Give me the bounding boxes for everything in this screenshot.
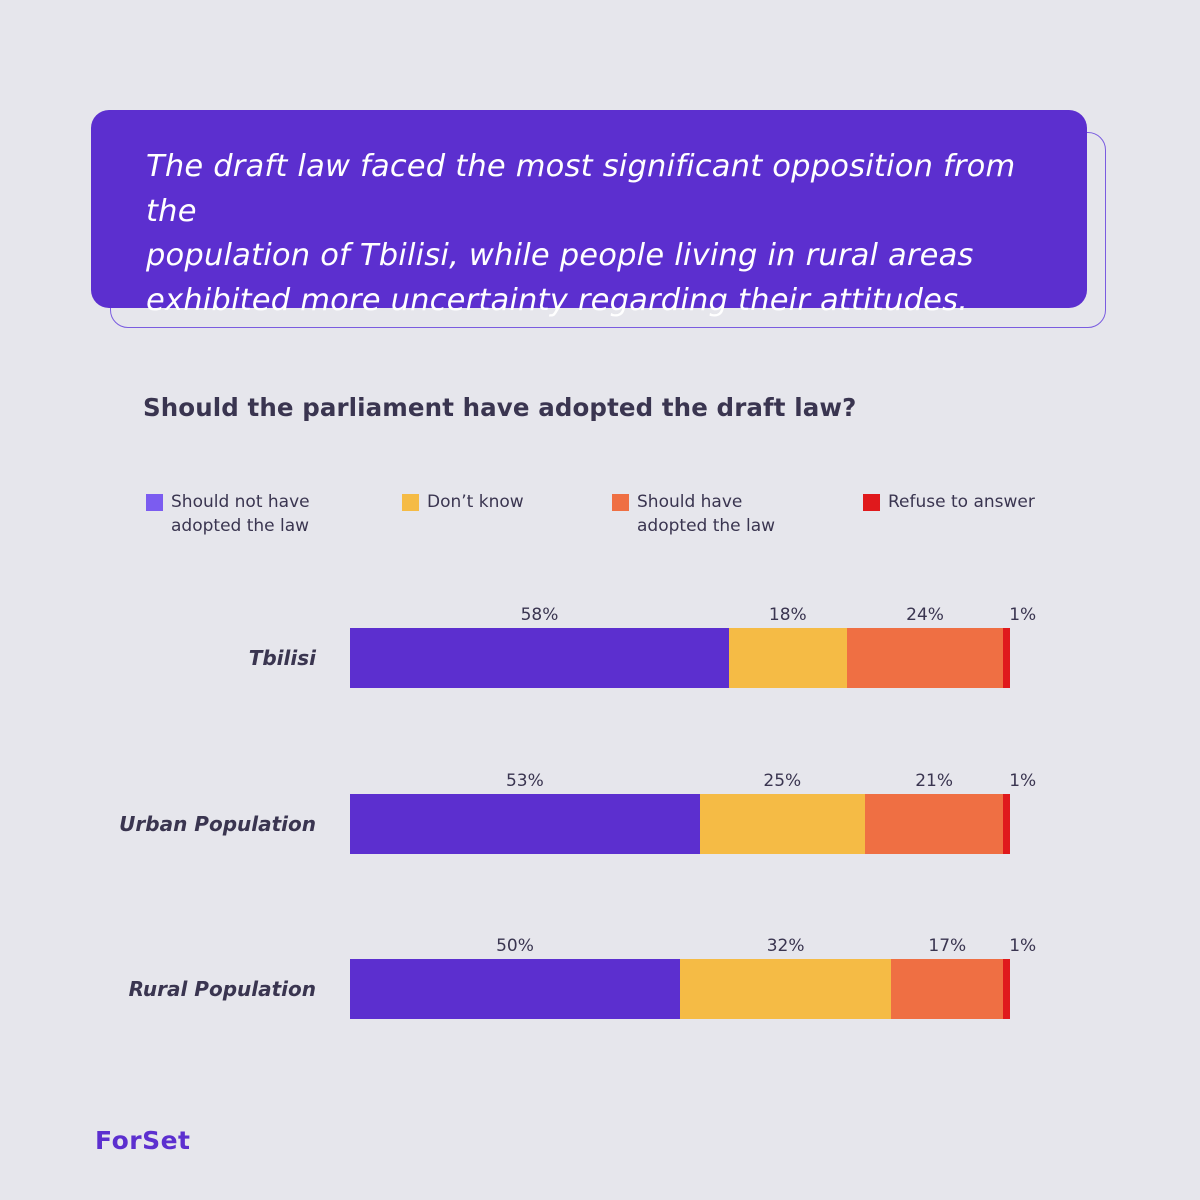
bar-segment [350,959,680,1019]
data-label: 32% [766,936,805,956]
data-label: 1% [1009,771,1037,791]
bar-segment [891,959,1004,1019]
data-label: 17% [928,936,967,956]
bar-segment [350,628,729,688]
data-label: 25% [763,771,802,791]
data-label: 21% [915,771,953,791]
chart-title: Should the parliament have adopted the d… [143,393,857,422]
legend-label: Refuse to answer [888,492,1035,512]
legend-swatch [863,494,880,511]
bar-segment [699,794,865,854]
legend-swatch [612,494,629,511]
bar-segment [864,794,1004,854]
data-label: 1% [1009,605,1037,625]
legend-item: Refuse to answer [863,492,1035,514]
bar-segment [1003,628,1010,688]
bar-segment [1003,794,1010,854]
legend-label: Should not have adopted the law [171,492,310,536]
data-label: 24% [906,605,944,625]
data-label: 1% [1009,936,1037,956]
legend-swatch [146,494,163,511]
category-label: Rural Population [128,977,316,1001]
category-label: Urban Population [119,812,316,836]
data-label: 18% [768,605,807,625]
legend-item: Don’t know [402,492,524,514]
bar-segment [729,628,847,688]
quote-box: The draft law faced the most significant… [91,110,1087,318]
bar-segment [1003,959,1010,1019]
bar-segment [846,628,1004,688]
legend-label: Should have adopted the law [637,492,776,536]
bar-segment [350,794,700,854]
bar-segment [680,959,892,1019]
quote-line: The draft law faced the most significant… [146,149,1016,229]
legend-swatch [402,494,419,511]
data-label: 53% [505,771,544,791]
forset-logo: ForSet [95,1126,191,1155]
legend-label: Don’t know [427,492,524,512]
quote-line: population of Tbilisi, while people livi… [146,238,974,273]
quote-text: The draft law faced the most significant… [146,145,1047,323]
category-label: Tbilisi [248,646,316,670]
data-label: 50% [496,936,534,956]
legend-item: Should not have adopted the law [146,492,310,538]
quote-line: exhibited more uncertainty regarding the… [146,282,969,318]
data-label: 58% [520,605,559,625]
legend-item: Should have adopted the law [612,492,776,538]
